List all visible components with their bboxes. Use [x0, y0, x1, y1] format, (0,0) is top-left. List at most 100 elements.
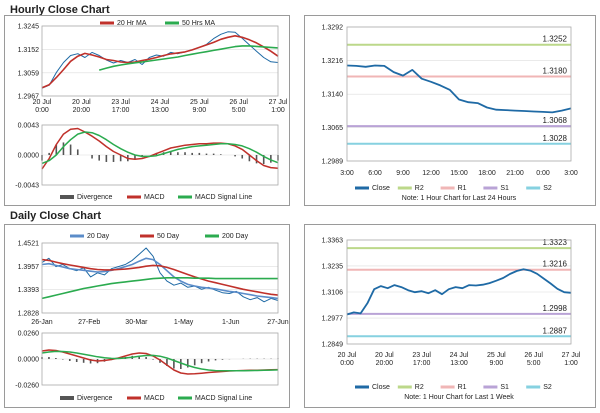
- hourly-macd-y-tick-label: -0.0043: [15, 183, 39, 190]
- daily-pivot-note: Note: 1 Hour Chart for Last 1 Week: [404, 394, 514, 401]
- hourly-pivot-x-tick-label: 6:00: [368, 170, 382, 177]
- hourly-pivot-level-label-s1: 1.3068: [543, 116, 568, 125]
- hourly-pivot-series-close: [346, 64, 572, 114]
- hourly-pivot-legend-label: Close: [372, 185, 390, 192]
- daily-price-y-tick-label: 1.2828: [18, 311, 40, 318]
- hourly-macd-series-signal: [41, 131, 279, 165]
- daily-price-x-tick-label: 30-Mar: [125, 319, 148, 326]
- hourly-pivot-y-tick-label: 1.3292: [322, 25, 344, 32]
- daily-pivot-y-tick-label: 1.3106: [322, 290, 344, 297]
- daily-pivot-plot-frame: [346, 239, 572, 345]
- daily-price-x-tick-label: 1-Jun: [222, 319, 240, 326]
- hourly-price-x-tick-label: 26 Jul 5:00: [229, 99, 248, 114]
- hourly-macd-legend-label: MACD Signal Line: [195, 194, 252, 201]
- daily-price-x-tick-label: 1-May: [174, 319, 194, 326]
- hourly-price-x-tick-label: 24 Jul 13:00: [151, 99, 170, 114]
- daily-pivot-legend-label: Close: [372, 384, 390, 391]
- daily-price-legend-label: 50 Day: [157, 233, 180, 240]
- hourly-pivot-legend-label: S1: [500, 185, 509, 192]
- hourly-pivot-x-tick-label: 12:00: [422, 170, 440, 177]
- hourly-macd-y-tick-label: 0.0043: [18, 123, 40, 130]
- hourly-pivot-legend-label: S2: [543, 185, 552, 192]
- daily-pivot-y-tick-label: 1.2849: [322, 342, 344, 349]
- hourly-technical-panel: [4, 15, 290, 206]
- hourly-price-legend-label: 50 Hrs MA: [182, 20, 215, 27]
- hourly-price-plot-frame: [41, 25, 279, 97]
- daily-macd-legend-label: MACD: [144, 395, 165, 402]
- daily-macd-legend-label: MACD Signal Line: [195, 395, 252, 402]
- hourly-pivot-y-tick-label: 1.3065: [322, 125, 344, 132]
- daily-pivot-series-close: [346, 268, 572, 316]
- daily-pivot-legend-label: S2: [543, 384, 552, 391]
- daily-macd-legend-label: Divergence: [77, 395, 113, 402]
- hourly-pivot-x-tick-label: 0:00: [536, 170, 550, 177]
- hourly-price-series-20-hr-ma: [41, 35, 279, 89]
- hourly-pivot-x-tick-label: 21:00: [506, 170, 524, 177]
- hourly-pivot-x-tick-label: 15:00: [450, 170, 468, 177]
- hourly-macd-legend-label: MACD: [144, 194, 165, 201]
- hourly-pivot-panel: [304, 15, 596, 206]
- daily-price-legend-label: 20 Day: [87, 233, 110, 240]
- daily-price-y-tick-label: 1.3393: [18, 287, 40, 294]
- hourly-pivot-legend-label: R2: [415, 185, 424, 192]
- hourly-price-y-tick-label: 1.3245: [18, 24, 40, 31]
- daily-macd-y-tick-label: 0.0260: [18, 331, 40, 338]
- daily-macd-series-signal: [41, 350, 279, 372]
- hourly-pivot-level-label-r2: 1.3252: [543, 35, 568, 44]
- daily-technical-panel: [4, 224, 290, 408]
- daily-macd-legend-swatch: [60, 396, 74, 400]
- daily-price-x-tick-label: 26-Jan: [31, 319, 53, 326]
- hourly-price-x-tick-label: 20 Jul 20:00: [72, 99, 91, 114]
- hourly-macd-series-macd: [41, 127, 279, 170]
- daily-pivot-x-tick-label: 23 Jul 17:00: [412, 352, 431, 367]
- daily-pivot-legend-label: S1: [500, 384, 509, 391]
- daily-pivot-level-label-s1: 1.2998: [543, 304, 568, 313]
- hourly-price-x-tick-label: 23 Jul 17:00: [111, 99, 130, 114]
- hourly-pivot-y-tick-label: 1.2989: [322, 159, 344, 166]
- daily-price-x-tick-label: 27-Feb: [78, 319, 100, 326]
- hourly-pivot-y-tick-label: 1.3140: [322, 92, 344, 99]
- daily-pivot-x-tick-label: 27 Jul 1:00: [562, 352, 581, 367]
- hourly-price-y-tick-label: 1.3059: [18, 70, 40, 77]
- hourly-price-x-tick-label: 20 Jul 0:00: [33, 99, 52, 114]
- daily-pivot-legend-label: R2: [415, 384, 424, 391]
- daily-pivot-panel: [304, 224, 596, 408]
- daily-price-y-tick-label: 1.4521: [18, 241, 40, 248]
- hourly-price-series-50-hrs-ma: [98, 45, 279, 71]
- daily-pivot-x-tick-label: 26 Jul 5:00: [524, 352, 543, 367]
- hourly-section-title: Hourly Close Chart: [10, 4, 110, 16]
- daily-pivot-y-tick-label: 1.2977: [322, 316, 344, 323]
- hourly-price-y-tick-label: 1.3152: [18, 47, 40, 54]
- hourly-pivot-y-tick-label: 1.3216: [322, 58, 344, 65]
- hourly-pivot-x-tick-label: 18:00: [478, 170, 496, 177]
- hourly-price-x-tick-label: 27 Jul 1:00: [269, 99, 288, 114]
- hourly-pivot-level-label-s2: 1.3028: [543, 134, 568, 143]
- daily-section-title: Daily Close Chart: [10, 210, 102, 222]
- daily-price-series-50-day: [41, 258, 279, 296]
- daily-pivot-y-tick-label: 1.3363: [322, 238, 344, 245]
- daily-pivot-y-tick-label: 1.3235: [322, 263, 344, 270]
- hourly-pivot-x-tick-label: 3:00: [564, 170, 578, 177]
- hourly-price-legend-label: 20 Hr MA: [117, 20, 147, 27]
- hourly-pivot-plot-frame: [346, 26, 572, 162]
- daily-price-series-200-day: [41, 277, 278, 300]
- daily-macd-y-tick-label: -0.0260: [15, 383, 39, 390]
- hourly-price-x-tick-label: 25 Jul 9:00: [190, 99, 209, 114]
- hourly-pivot-legend-label: R1: [458, 185, 467, 192]
- daily-pivot-level-label-r1: 1.3216: [543, 260, 568, 269]
- hourly-macd-plot-frame: [41, 124, 279, 186]
- daily-pivot-x-tick-label: 20 Jul 20:00: [375, 352, 394, 367]
- daily-pivot-level-label-s2: 1.2887: [543, 326, 568, 335]
- hourly-price-y-tick-label: 1.2967: [18, 94, 40, 101]
- daily-pivot-level-label-r2: 1.3323: [543, 238, 568, 247]
- daily-price-x-tick-label: 27-Jun: [267, 319, 289, 326]
- daily-pivot-legend-label: R1: [458, 384, 467, 391]
- hourly-macd-y-tick-label: 0.0000: [18, 153, 40, 160]
- hourly-pivot-x-tick-label: 3:00: [340, 170, 354, 177]
- daily-price-legend-label: 200 Day: [222, 233, 249, 240]
- daily-macd-y-tick-label: 0.0000: [18, 357, 40, 364]
- hourly-macd-legend-label: Divergence: [77, 194, 113, 201]
- daily-price-y-tick-label: 1.3957: [18, 264, 40, 271]
- hourly-pivot-note: Note: 1 Hour Chart for Last 24 Hours: [402, 195, 517, 202]
